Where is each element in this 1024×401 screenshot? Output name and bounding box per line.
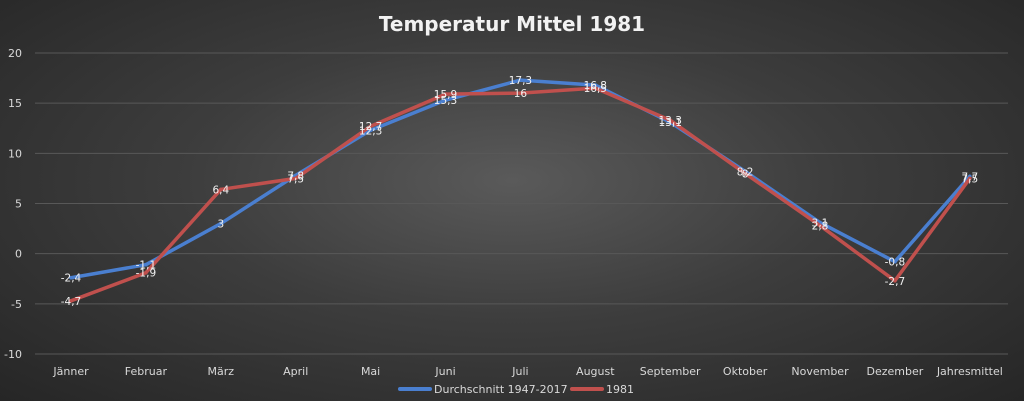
- data-point[interactable]: [69, 275, 73, 280]
- legend: Durchschnitt 1947-2017 1981: [398, 383, 634, 396]
- data-label: 13,1: [659, 117, 682, 129]
- data-label: -2,4: [61, 273, 82, 285]
- gridlines: [35, 52, 1008, 355]
- x-tick-label: Juni: [434, 365, 455, 378]
- data-label: 2,8: [812, 221, 829, 233]
- data-label: 8,2: [737, 166, 754, 178]
- data-point[interactable]: [368, 128, 373, 133]
- x-tick-label: November: [791, 365, 849, 378]
- data-labels: -2,4 -1,1 3 7,8 12,3 15,3 17,3 16,8 13,1 8,2 3,1 -0…: [61, 75, 978, 308]
- x-tick-label: Jänner: [52, 365, 89, 378]
- series-line-1[interactable]: [69, 78, 972, 280]
- x-tick-label: Juli: [511, 365, 528, 378]
- data-label: 13,3: [659, 115, 682, 127]
- x-tick-label: Dezember: [867, 365, 924, 378]
- data-point[interactable]: [668, 118, 672, 123]
- y-tick-label: 15: [8, 97, 22, 110]
- data-point[interactable]: [144, 270, 148, 275]
- data-label: 7,5: [961, 173, 978, 185]
- data-point[interactable]: [443, 92, 448, 96]
- data-label: 3: [217, 219, 224, 231]
- data-label: -1,9: [136, 268, 157, 280]
- data-point[interactable]: [518, 91, 523, 95]
- data-label: -2,7: [885, 276, 906, 288]
- data-point[interactable]: [144, 262, 148, 267]
- x-tick-label: August: [576, 365, 615, 378]
- y-tick-label: 5: [15, 198, 22, 211]
- y-tick-label: 0: [15, 248, 22, 261]
- data-point[interactable]: [219, 221, 223, 226]
- data-point[interactable]: [893, 278, 897, 283]
- data-point[interactable]: [893, 259, 897, 264]
- data-point[interactable]: [968, 176, 972, 181]
- data-point[interactable]: [743, 171, 747, 176]
- data-label: 17,3: [509, 75, 532, 87]
- y-tick-label: 20: [8, 47, 22, 60]
- data-label: 7,5: [287, 173, 304, 185]
- series-line-2[interactable]: [69, 86, 972, 303]
- legend-item-series-1[interactable]: Durchschnitt 1947-2017: [398, 383, 568, 396]
- chart-title: Temperatur Mittel 1981: [379, 12, 645, 36]
- data-point[interactable]: [593, 83, 598, 87]
- data-label: 7,7: [961, 171, 978, 183]
- data-label: -0,8: [885, 257, 906, 269]
- data-point[interactable]: [368, 124, 373, 129]
- data-label: 15,3: [434, 95, 457, 107]
- y-axis-ticks: 20 15 10 5 0 -5 -10: [4, 47, 22, 361]
- x-axis-ticks: Jänner Februar März April Mai Juni Juli August S…: [52, 365, 1002, 378]
- data-point[interactable]: [293, 176, 298, 181]
- series-lines: [69, 78, 972, 303]
- y-tick-label: -5: [11, 298, 22, 311]
- data-label: 3,1: [812, 218, 829, 230]
- data-point[interactable]: [219, 187, 223, 192]
- x-tick-label: April: [283, 365, 308, 378]
- data-point[interactable]: [443, 98, 448, 102]
- data-label: 12,7: [359, 121, 382, 133]
- x-tick-label: September: [640, 365, 701, 378]
- x-tick-label: Februar: [125, 365, 168, 378]
- data-label: 12,3: [359, 125, 382, 137]
- x-tick-label: Oktober: [723, 365, 768, 378]
- data-point[interactable]: [69, 299, 73, 303]
- data-point[interactable]: [518, 78, 523, 82]
- data-point[interactable]: [593, 86, 598, 90]
- data-label: -4,7: [61, 296, 82, 308]
- data-label: 7,8: [287, 170, 304, 182]
- x-tick-label: März: [208, 365, 235, 378]
- x-tick-label: Jahresmittel: [936, 365, 1003, 378]
- data-label: 16,8: [584, 80, 607, 92]
- data-label: 8: [742, 168, 749, 180]
- data-label: 15,9: [434, 89, 457, 101]
- x-tick-label: Mai: [361, 365, 380, 378]
- y-tick-label: -10: [4, 348, 22, 361]
- y-tick-label: 10: [8, 147, 22, 160]
- data-label: -1,1: [136, 260, 157, 272]
- data-point[interactable]: [818, 223, 822, 228]
- data-label: 16,5: [584, 83, 607, 95]
- data-label: 16: [514, 88, 528, 100]
- legend-label-series-1: Durchschnitt 1947-2017: [434, 383, 568, 396]
- data-label: 6,4: [212, 184, 229, 196]
- legend-label-series-2: 1981: [606, 383, 634, 396]
- legend-item-series-2[interactable]: 1981: [570, 383, 634, 396]
